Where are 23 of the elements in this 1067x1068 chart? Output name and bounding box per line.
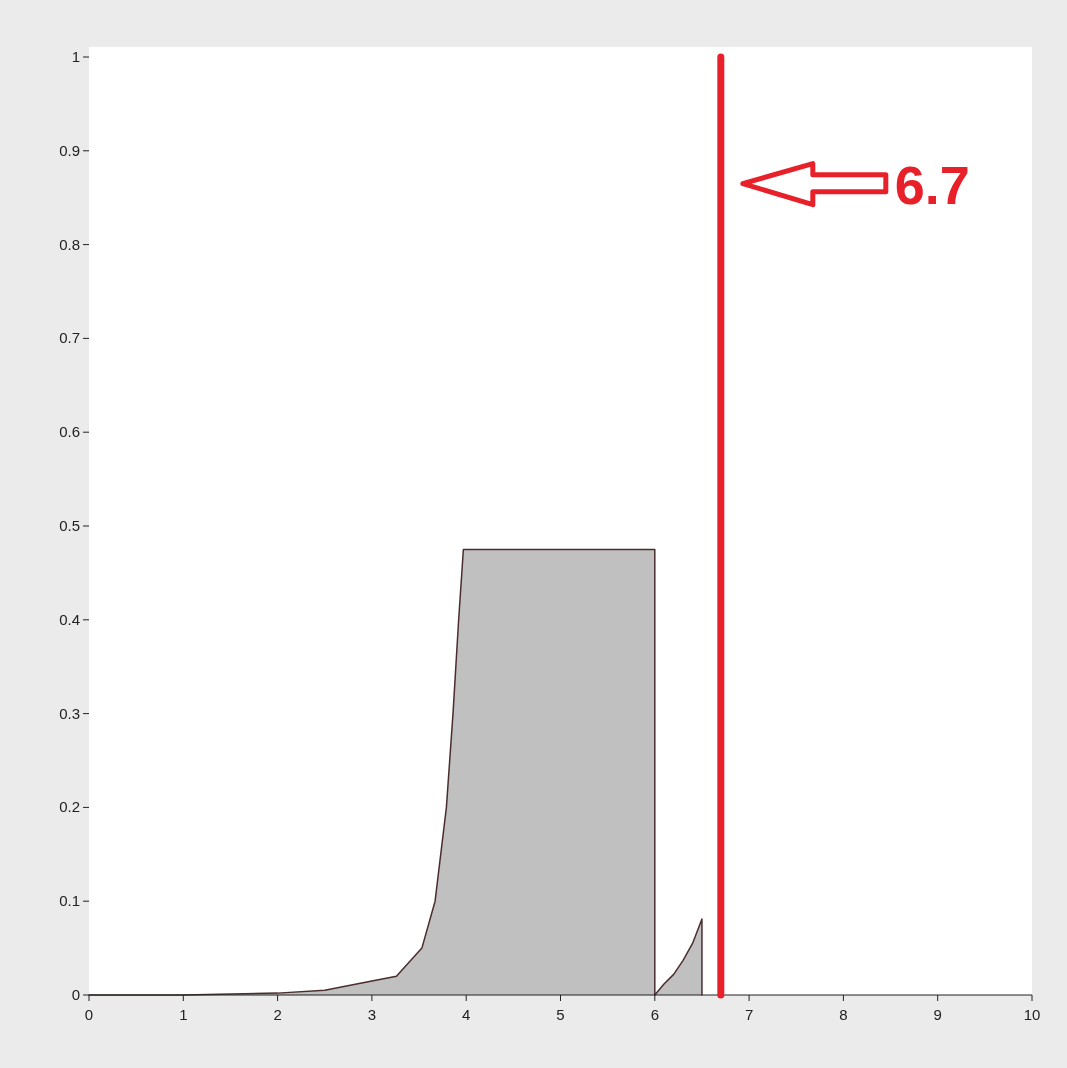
y-tick-label: 0.1 <box>59 892 80 910</box>
y-tick-label: 0 <box>71 986 80 1003</box>
x-tick-label: 5 <box>556 1006 565 1023</box>
x-tick-label: 0 <box>84 1006 94 1023</box>
x-tick-label: 4 <box>462 1006 471 1023</box>
x-tick-label: 10 <box>1023 1006 1041 1023</box>
y-tick-label: 0.9 <box>59 141 80 159</box>
x-tick-label: 2 <box>273 1006 282 1023</box>
x-tick-label: 9 <box>933 1006 942 1023</box>
y-tick-label: 0.5 <box>59 517 80 534</box>
y-tick-label: 0.8 <box>59 235 80 253</box>
x-tick-label: 6 <box>650 1006 659 1023</box>
ref-line-label: 6.7 <box>894 154 970 215</box>
x-tick-label: 3 <box>367 1006 377 1023</box>
y-tick-label: 0.7 <box>59 329 80 347</box>
x-tick-label: 8 <box>839 1006 848 1023</box>
y-tick-label: 0.4 <box>59 610 80 628</box>
x-tick-label: 1 <box>179 1006 188 1023</box>
x-tick-label: 7 <box>744 1006 754 1023</box>
y-tick-label: 0.6 <box>59 423 80 441</box>
y-tick-label: 1 <box>71 48 80 65</box>
y-tick-label: 0.3 <box>59 704 80 722</box>
y-tick-label: 0.2 <box>59 798 80 816</box>
